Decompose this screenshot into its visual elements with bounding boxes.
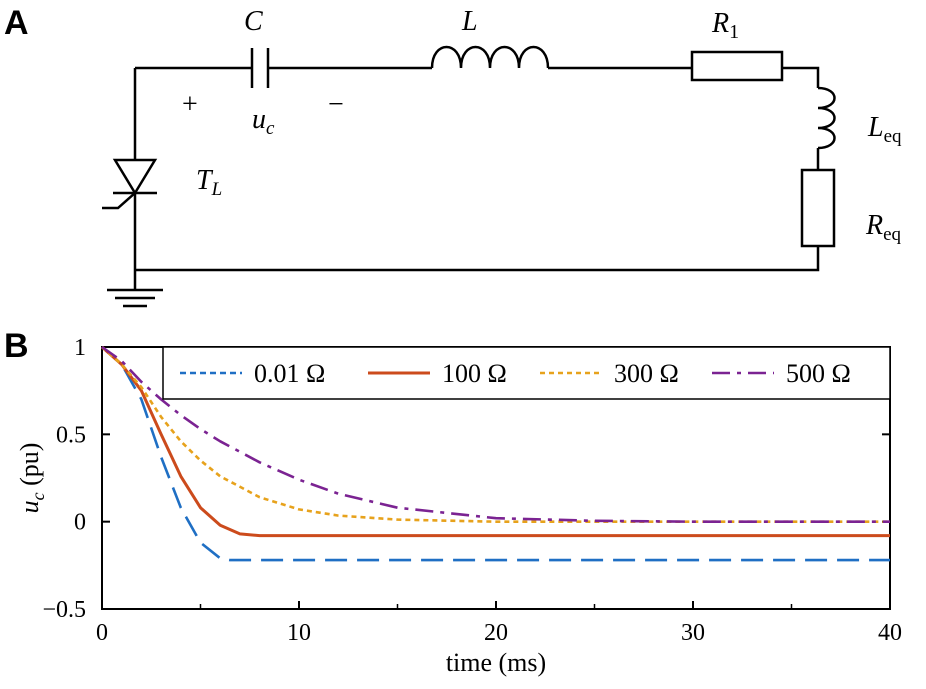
y-tick-label: 1 <box>74 335 86 361</box>
x-tick-label: 10 <box>287 620 311 646</box>
label-plus: + <box>182 89 198 120</box>
x-axis-label: time (ms) <box>446 648 546 677</box>
chart: 0 10 20 30 40 1 0.5 0 −0.5 0.01 Ω 100 Ω 300 Ω 500 Ω… <box>15 335 902 677</box>
label-leq: Leq <box>867 112 902 147</box>
y-tick-label: −0.5 <box>42 597 86 623</box>
thyristor-tl <box>102 158 158 210</box>
wire-r1-to-leq <box>782 66 820 88</box>
series-line-3 <box>101 345 890 523</box>
x-tick-label: 20 <box>484 620 508 646</box>
series-lines <box>101 345 890 562</box>
x-tick-label: 30 <box>681 620 705 646</box>
legend: 0.01 Ω 100 Ω 300 Ω 500 Ω <box>162 346 891 400</box>
circuit-diagram: C L R1 + − uc TL Leq Req <box>102 6 902 308</box>
axis-ticks: 0 10 20 30 40 1 0.5 0 −0.5 <box>42 335 902 646</box>
label-r1: R1 <box>711 8 739 43</box>
ground-icon <box>107 288 163 308</box>
series-line-2 <box>101 346 890 523</box>
label-req: Req <box>865 210 902 245</box>
y-tick-label: 0 <box>74 510 86 536</box>
series-line-0 <box>101 346 890 562</box>
legend-box <box>162 346 891 400</box>
panel-a-label: A <box>4 4 29 42</box>
x-tick-label: 0 <box>96 620 108 646</box>
y-tick-label: 0.5 <box>56 422 86 448</box>
y-axis-label: uc (pu) <box>15 443 48 514</box>
legend-label-3: 500 Ω <box>786 359 851 388</box>
resistor-r1 <box>690 50 784 82</box>
legend-label-2: 300 Ω <box>614 359 679 388</box>
inductor-L <box>430 45 550 69</box>
x-tick-label: 40 <box>878 620 902 646</box>
label-thyristor: TL <box>196 165 222 200</box>
legend-label-1: 100 Ω <box>442 359 507 388</box>
inductor-leq <box>817 86 836 150</box>
label-cap-voltage: uc <box>252 104 275 139</box>
label-inductor: L <box>461 6 478 37</box>
wire-bottom <box>135 246 820 272</box>
resistor-req <box>800 168 836 248</box>
label-minus: − <box>328 89 344 120</box>
panel-b-label: B <box>4 327 29 365</box>
label-capacitor: C <box>244 6 263 37</box>
legend-label-0: 0.01 Ω <box>254 359 325 388</box>
series-line-1 <box>101 345 890 538</box>
